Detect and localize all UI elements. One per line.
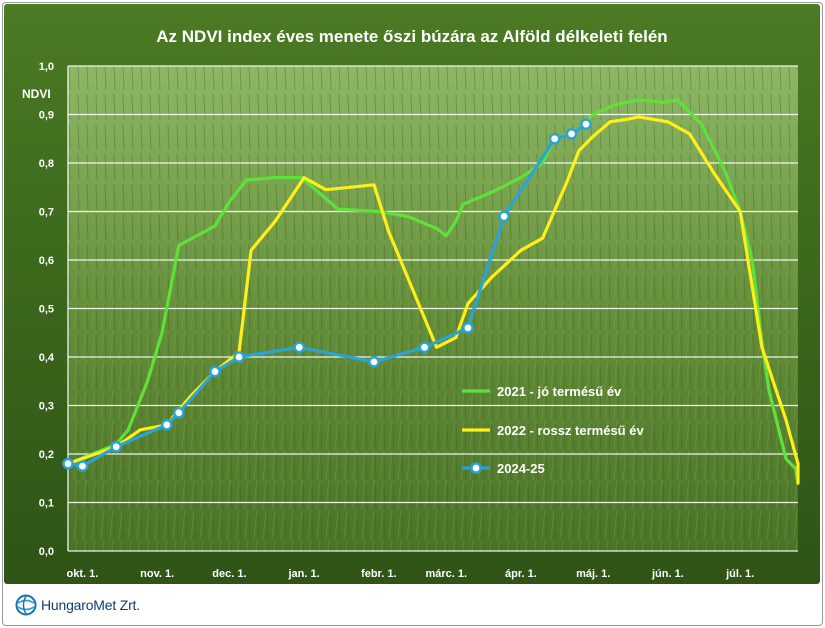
x-tick-label: márc. 1. <box>425 568 467 580</box>
x-tick-label: jan. 1. <box>288 568 320 580</box>
x-tick-label: júl. 1. <box>725 568 754 580</box>
y-tick-label: 1,0 <box>39 61 54 73</box>
series-marker <box>293 341 306 354</box>
legend: 2021 - jó termésű év 2022 - rossz termésű… <box>462 384 644 476</box>
series-marker <box>368 356 380 368</box>
y-tick-label: 0,1 <box>39 498 54 510</box>
series-marker <box>233 351 245 363</box>
x-tick-label: febr. 1. <box>361 568 396 580</box>
y-tick-label: 0,6 <box>39 255 54 267</box>
gridlines <box>67 65 798 552</box>
legend-label: 2021 - jó termésű év <box>497 384 622 399</box>
series-marker <box>160 419 173 431</box>
data-series <box>62 98 800 485</box>
chart-title: Az NDVI index éves menete őszi búzára az… <box>156 27 667 46</box>
y-tick-label: 0,7 <box>39 207 54 219</box>
x-tick-label: máj. 1. <box>576 568 610 580</box>
series-marker <box>498 210 510 223</box>
y-tick-label: 0,5 <box>39 304 54 316</box>
series-marker <box>580 118 592 130</box>
logo-text: HungaroMet Zrt. <box>41 597 140 613</box>
y-axis-label: NDVI <box>22 87 51 101</box>
series-marker <box>62 457 74 470</box>
series-marker <box>76 460 89 472</box>
y-tick-label: 0,4 <box>39 352 55 364</box>
series-line-0 <box>66 98 800 485</box>
legend-marker <box>470 462 482 474</box>
y-tick-label: 0,8 <box>39 158 54 170</box>
series-marker <box>548 132 561 145</box>
series-marker <box>565 128 578 140</box>
series-marker <box>418 341 431 354</box>
x-tick-label: ápr. 1. <box>505 568 537 580</box>
series-line-1 <box>66 115 800 485</box>
series-marker <box>462 322 474 334</box>
legend-label: 2024-25 <box>497 461 545 476</box>
hungaromet-logo: HungaroMet Zrt. <box>15 590 140 620</box>
y-tick-label: 0,0 <box>39 546 54 558</box>
x-tick-label: okt. 1. <box>67 568 99 580</box>
y-tick-label: 0,2 <box>39 449 54 461</box>
y-axis-ticks: 0,0 0,1 0,2 0,3 0,4 0,5 0,6 0,7 0,8 0,9 1,0 <box>39 61 55 558</box>
y-tick-label: 0,9 <box>39 110 54 122</box>
x-axis-ticks: okt. 1. nov. 1. dec. 1. jan. 1. febr. 1. márc… <box>67 568 755 580</box>
x-tick-label: dec. 1. <box>212 568 246 580</box>
x-axis-label: Dátum <box>738 591 775 605</box>
series-marker <box>110 440 122 453</box>
y-tick-label: 0,3 <box>39 401 54 413</box>
x-tick-label: nov. 1. <box>140 568 174 580</box>
globe-icon <box>15 594 37 616</box>
legend-label: 2022 - rossz termésű év <box>497 423 644 438</box>
series-marker <box>173 406 185 419</box>
series-marker <box>209 365 221 378</box>
x-tick-label: jún. 1. <box>651 568 684 580</box>
